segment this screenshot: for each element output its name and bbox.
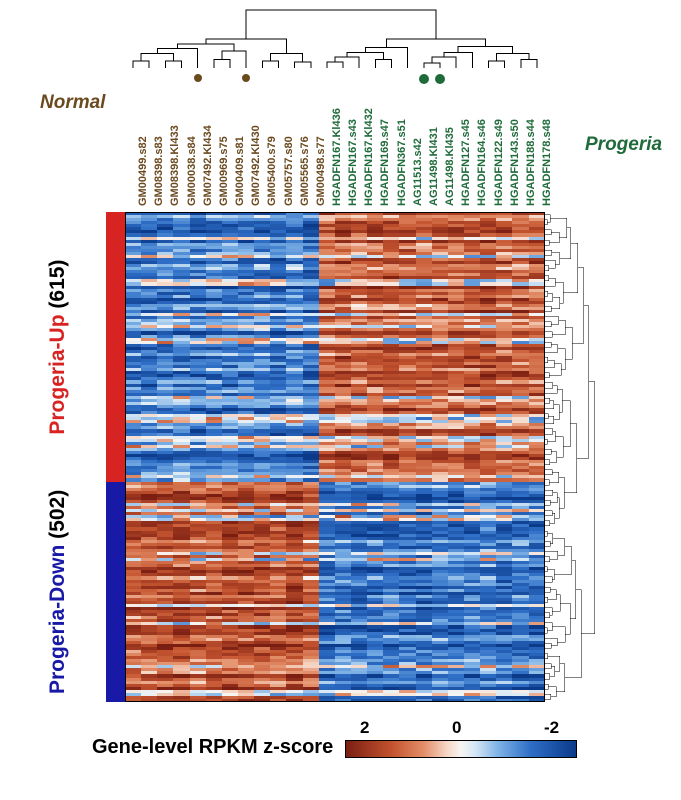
column-label: HGADFN178.s48 bbox=[541, 119, 553, 206]
column-label: GM00969.s75 bbox=[218, 136, 230, 206]
column-label: GM07492.Kl430 bbox=[250, 125, 262, 206]
row-group-bar bbox=[106, 212, 125, 482]
parent-dot bbox=[242, 74, 250, 82]
column-label: GM00499.s82 bbox=[137, 136, 149, 206]
parent-dot bbox=[435, 74, 445, 84]
colorbar-tick: -2 bbox=[544, 718, 559, 738]
column-label: GM07492.Kl434 bbox=[202, 125, 214, 206]
column-label: HGADFN169.s47 bbox=[379, 119, 391, 206]
column-label: HGADFN122.s49 bbox=[493, 119, 505, 206]
column-label: GM08398.s83 bbox=[153, 136, 165, 206]
row-group-bar bbox=[106, 482, 125, 702]
parent-dot bbox=[419, 74, 429, 84]
colorbar-tick: 2 bbox=[360, 718, 369, 738]
row-dendrogram bbox=[545, 212, 600, 702]
parent-dot bbox=[194, 74, 202, 82]
column-label: HGADFN127.s45 bbox=[460, 119, 472, 206]
column-label: GM00409.s81 bbox=[234, 136, 246, 206]
column-label: HGADFN143.s50 bbox=[509, 119, 521, 206]
column-label: GM00498.s77 bbox=[315, 136, 327, 206]
column-label: GM05565.s76 bbox=[299, 136, 311, 206]
column-label: HGADFN167.Kl432 bbox=[363, 108, 375, 206]
group-title-progeria: Progeria bbox=[585, 134, 662, 156]
column-label: AG11498.Kl435 bbox=[444, 127, 456, 206]
column-label: GM05757.s80 bbox=[283, 136, 295, 206]
colorbar-tick: 0 bbox=[452, 718, 461, 738]
heatmap bbox=[125, 212, 545, 702]
column-dendrogram bbox=[125, 8, 545, 68]
column-label: GM08398.Kl433 bbox=[169, 125, 181, 206]
column-label: HGADFN188.s44 bbox=[525, 119, 537, 206]
group-title-normal: Normal bbox=[40, 92, 105, 114]
colorbar-label: Gene-level RPKM z-score bbox=[92, 736, 333, 759]
column-label: HGADFN167.Kl436 bbox=[331, 108, 343, 206]
row-group-label: Progeria-Down (502) bbox=[46, 482, 70, 702]
column-label: HGADFN167.s43 bbox=[347, 119, 359, 206]
column-label: AG11513.s42 bbox=[412, 138, 424, 206]
column-label: HGADFN164.s46 bbox=[476, 119, 488, 206]
column-label: HGADFN367.s51 bbox=[396, 119, 408, 206]
column-label: GM05400.s79 bbox=[266, 136, 278, 206]
row-group-label: Progeria-Up (615) bbox=[46, 212, 70, 482]
column-label: GM00038.s84 bbox=[186, 136, 198, 206]
column-label: AG11498.Kl431 bbox=[428, 127, 440, 206]
colorbar bbox=[345, 740, 577, 758]
